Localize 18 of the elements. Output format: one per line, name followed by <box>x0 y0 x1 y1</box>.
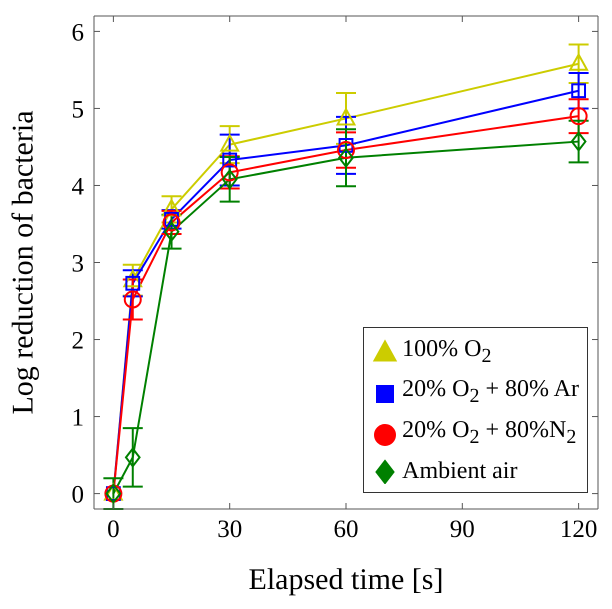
legend-label: 20% O$_{2}$ + 80%N$_{2}$ <box>402 416 576 450</box>
y-tick-label: 2 <box>72 327 84 354</box>
y-tick-label: 4 <box>72 173 84 200</box>
y-tick-label: 0 <box>72 481 84 508</box>
x-axis-title: Elapsed time [s] <box>248 563 444 596</box>
y-tick-label: 6 <box>72 19 84 46</box>
x-tick-label: 30 <box>217 516 242 543</box>
legend-label: Ambient air <box>402 457 518 486</box>
y-tick-label: 3 <box>72 250 84 278</box>
y-tick-label: 5 <box>72 96 84 124</box>
y-axis-title: Log reduction of bacteria <box>6 110 40 415</box>
x-tick-label: 120 <box>560 516 598 543</box>
x-tick-label: 0 <box>107 516 120 543</box>
legend-label: 100% O$_{2}$ <box>402 334 492 368</box>
x-tick-label: 90 <box>450 516 475 543</box>
y-tick-label: 1 <box>72 404 84 432</box>
x-tick-label: 60 <box>334 516 358 543</box>
legend-label: 20% O$_{2}$ + 80% Ar <box>402 375 579 410</box>
